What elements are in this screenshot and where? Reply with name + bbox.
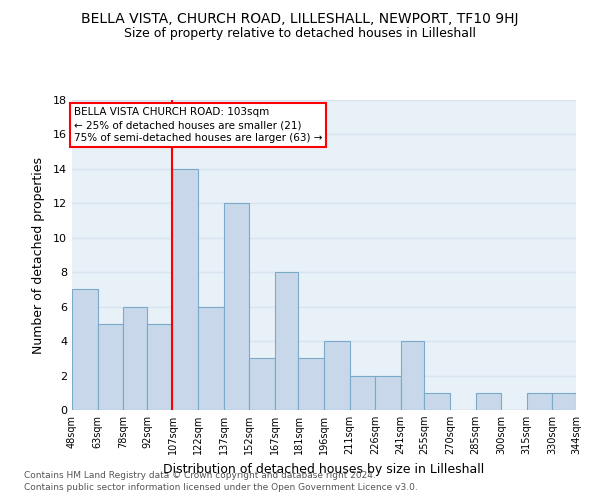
Y-axis label: Number of detached properties: Number of detached properties <box>32 156 44 354</box>
Bar <box>72 290 98 410</box>
Bar <box>172 169 198 410</box>
Bar <box>401 341 424 410</box>
Text: BELLA VISTA, CHURCH ROAD, LILLESHALL, NEWPORT, TF10 9HJ: BELLA VISTA, CHURCH ROAD, LILLESHALL, NE… <box>81 12 519 26</box>
Bar <box>224 204 249 410</box>
Text: Size of property relative to detached houses in Lilleshall: Size of property relative to detached ho… <box>124 28 476 40</box>
Text: Contains HM Land Registry data © Crown copyright and database right 2024.: Contains HM Land Registry data © Crown c… <box>24 471 376 480</box>
Text: BELLA VISTA CHURCH ROAD: 103sqm
← 25% of detached houses are smaller (21)
75% of: BELLA VISTA CHURCH ROAD: 103sqm ← 25% of… <box>74 107 322 144</box>
Bar <box>98 324 123 410</box>
Bar <box>298 358 324 410</box>
Bar <box>552 393 576 410</box>
Bar <box>249 358 275 410</box>
Bar <box>350 376 375 410</box>
Bar <box>123 306 147 410</box>
Bar <box>324 341 350 410</box>
Text: Contains public sector information licensed under the Open Government Licence v3: Contains public sector information licen… <box>24 484 418 492</box>
Bar <box>424 393 450 410</box>
Bar <box>476 393 501 410</box>
Bar <box>147 324 172 410</box>
Bar <box>198 306 224 410</box>
Bar <box>375 376 401 410</box>
X-axis label: Distribution of detached houses by size in Lilleshall: Distribution of detached houses by size … <box>163 462 485 475</box>
Bar <box>527 393 552 410</box>
Bar <box>275 272 298 410</box>
